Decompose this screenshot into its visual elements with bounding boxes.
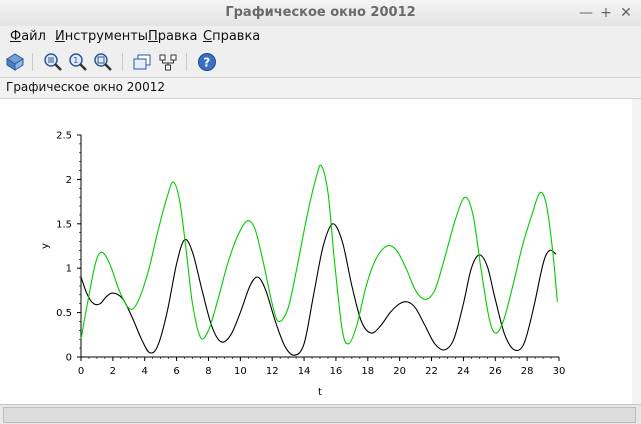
y-tick-label: 2.5 bbox=[56, 131, 72, 142]
y-axis-label: y bbox=[40, 243, 51, 249]
x-tick-label: 28 bbox=[521, 366, 534, 377]
window-titlebar[interactable]: Графическое окно 20012 — + ✕ bbox=[0, 0, 641, 27]
y-tick-label: 2 bbox=[66, 175, 72, 186]
x-tick-label: 12 bbox=[266, 366, 279, 377]
x-tick-label: 30 bbox=[553, 366, 566, 377]
y-tick-label: 1 bbox=[66, 264, 72, 275]
menu-edit[interactable]: Правка bbox=[148, 29, 198, 44]
rotate-view-icon[interactable] bbox=[4, 51, 26, 73]
menu-file[interactable]: Файл bbox=[10, 29, 46, 44]
toolbar: 1 ? bbox=[0, 48, 641, 78]
status-bar bbox=[0, 404, 641, 424]
toolbar-separator bbox=[122, 53, 123, 71]
y-tick-label: 0 bbox=[66, 353, 72, 364]
x-tick-label: 0 bbox=[78, 366, 84, 377]
x-tick-label: 2 bbox=[110, 366, 116, 377]
info-bar: Графическое окно 20012 bbox=[0, 78, 641, 99]
series-line-1 bbox=[80, 164, 558, 345]
svg-text:?: ? bbox=[203, 56, 210, 70]
menu-help[interactable]: Справка bbox=[203, 29, 261, 44]
svg-text:1: 1 bbox=[73, 56, 78, 65]
y-tick-label: 1.5 bbox=[56, 219, 72, 230]
window-title: Графическое окно 20012 bbox=[225, 5, 416, 20]
maximize-icon[interactable]: + bbox=[600, 5, 612, 21]
close-icon[interactable]: ✕ bbox=[620, 5, 632, 21]
line-chart[interactable]: 0 2 4 6 8 10 12 14 16 18 20 22 24 26 28 3000.511.522.5t… bbox=[0, 99, 632, 404]
info-bar-text: Графическое окно 20012 bbox=[6, 80, 165, 94]
x-tick-label: 24 bbox=[457, 366, 470, 377]
minimize-icon[interactable]: — bbox=[579, 5, 593, 21]
x-tick-label: 22 bbox=[425, 366, 438, 377]
toolbar-separator bbox=[186, 53, 187, 71]
status-field bbox=[3, 407, 636, 423]
x-tick-label: 20 bbox=[393, 366, 406, 377]
x-tick-label: 8 bbox=[205, 366, 211, 377]
x-tick-label: 14 bbox=[298, 366, 311, 377]
editor-icon[interactable] bbox=[157, 51, 179, 73]
x-tick-label: 26 bbox=[489, 366, 502, 377]
x-tick-label: 6 bbox=[173, 366, 179, 377]
x-tick-label: 4 bbox=[142, 366, 148, 377]
zoom-region-icon[interactable] bbox=[42, 51, 64, 73]
vertical-scrollbar[interactable] bbox=[632, 99, 641, 404]
datatip-icon[interactable] bbox=[131, 51, 153, 73]
plot-area[interactable]: 0 2 4 6 8 10 12 14 16 18 20 22 24 26 28 30 0 0.5 1 1.5 2 2.5 t… bbox=[0, 99, 632, 404]
x-tick-label: 18 bbox=[361, 366, 374, 377]
menu-bar: Файл Инструменты Правка Справка bbox=[0, 26, 641, 48]
help-icon[interactable]: ? bbox=[196, 51, 218, 73]
x-tick-label: 10 bbox=[234, 366, 247, 377]
x-tick-label: 16 bbox=[330, 366, 343, 377]
y-tick-label: 0.5 bbox=[56, 308, 72, 319]
zoom-axes-icon[interactable] bbox=[92, 51, 114, 73]
toolbar-separator bbox=[32, 53, 33, 71]
x-axis-label: t bbox=[318, 387, 322, 398]
menu-tools[interactable]: Инструменты bbox=[55, 29, 149, 44]
zoom-reset-icon[interactable]: 1 bbox=[67, 51, 89, 73]
